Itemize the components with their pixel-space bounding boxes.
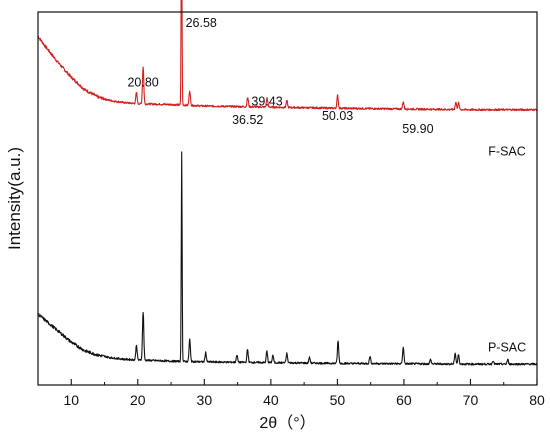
x-tick-label: 70: [463, 392, 479, 408]
axes: 2θ（°） Intensity(a.u.) 10 20 30 40 50 60 70 80 26…: [5, 11, 545, 432]
series-line-p-sac: [37, 151, 538, 366]
x-axis-label: 2θ（°）: [259, 414, 315, 432]
series-line-f-sac: [37, 0, 538, 112]
peak-label: 50.03: [322, 109, 353, 123]
series-label-f-sac: F-SAC: [488, 145, 526, 159]
y-axis-label: Intensity(a.u.): [5, 147, 24, 250]
x-tick-label: 60: [396, 392, 412, 408]
plot-frame: [37, 11, 538, 386]
peak-label: 20.80: [127, 76, 158, 90]
x-tick-label: 40: [263, 392, 279, 408]
peak-label: 36.52: [232, 113, 263, 127]
x-tick-label: 20: [130, 392, 146, 408]
x-tick-label: 10: [63, 392, 79, 408]
plot-area: [37, 0, 538, 366]
x-tick-label: 30: [197, 392, 213, 408]
peak-label: 26.58: [186, 16, 217, 30]
peak-label: 59.90: [402, 122, 433, 136]
x-tick-label: 80: [529, 392, 545, 408]
series-label-p-sac: P-SAC: [488, 340, 526, 354]
x-tick-label: 50: [330, 392, 346, 408]
peak-label: 39.43: [251, 94, 282, 108]
